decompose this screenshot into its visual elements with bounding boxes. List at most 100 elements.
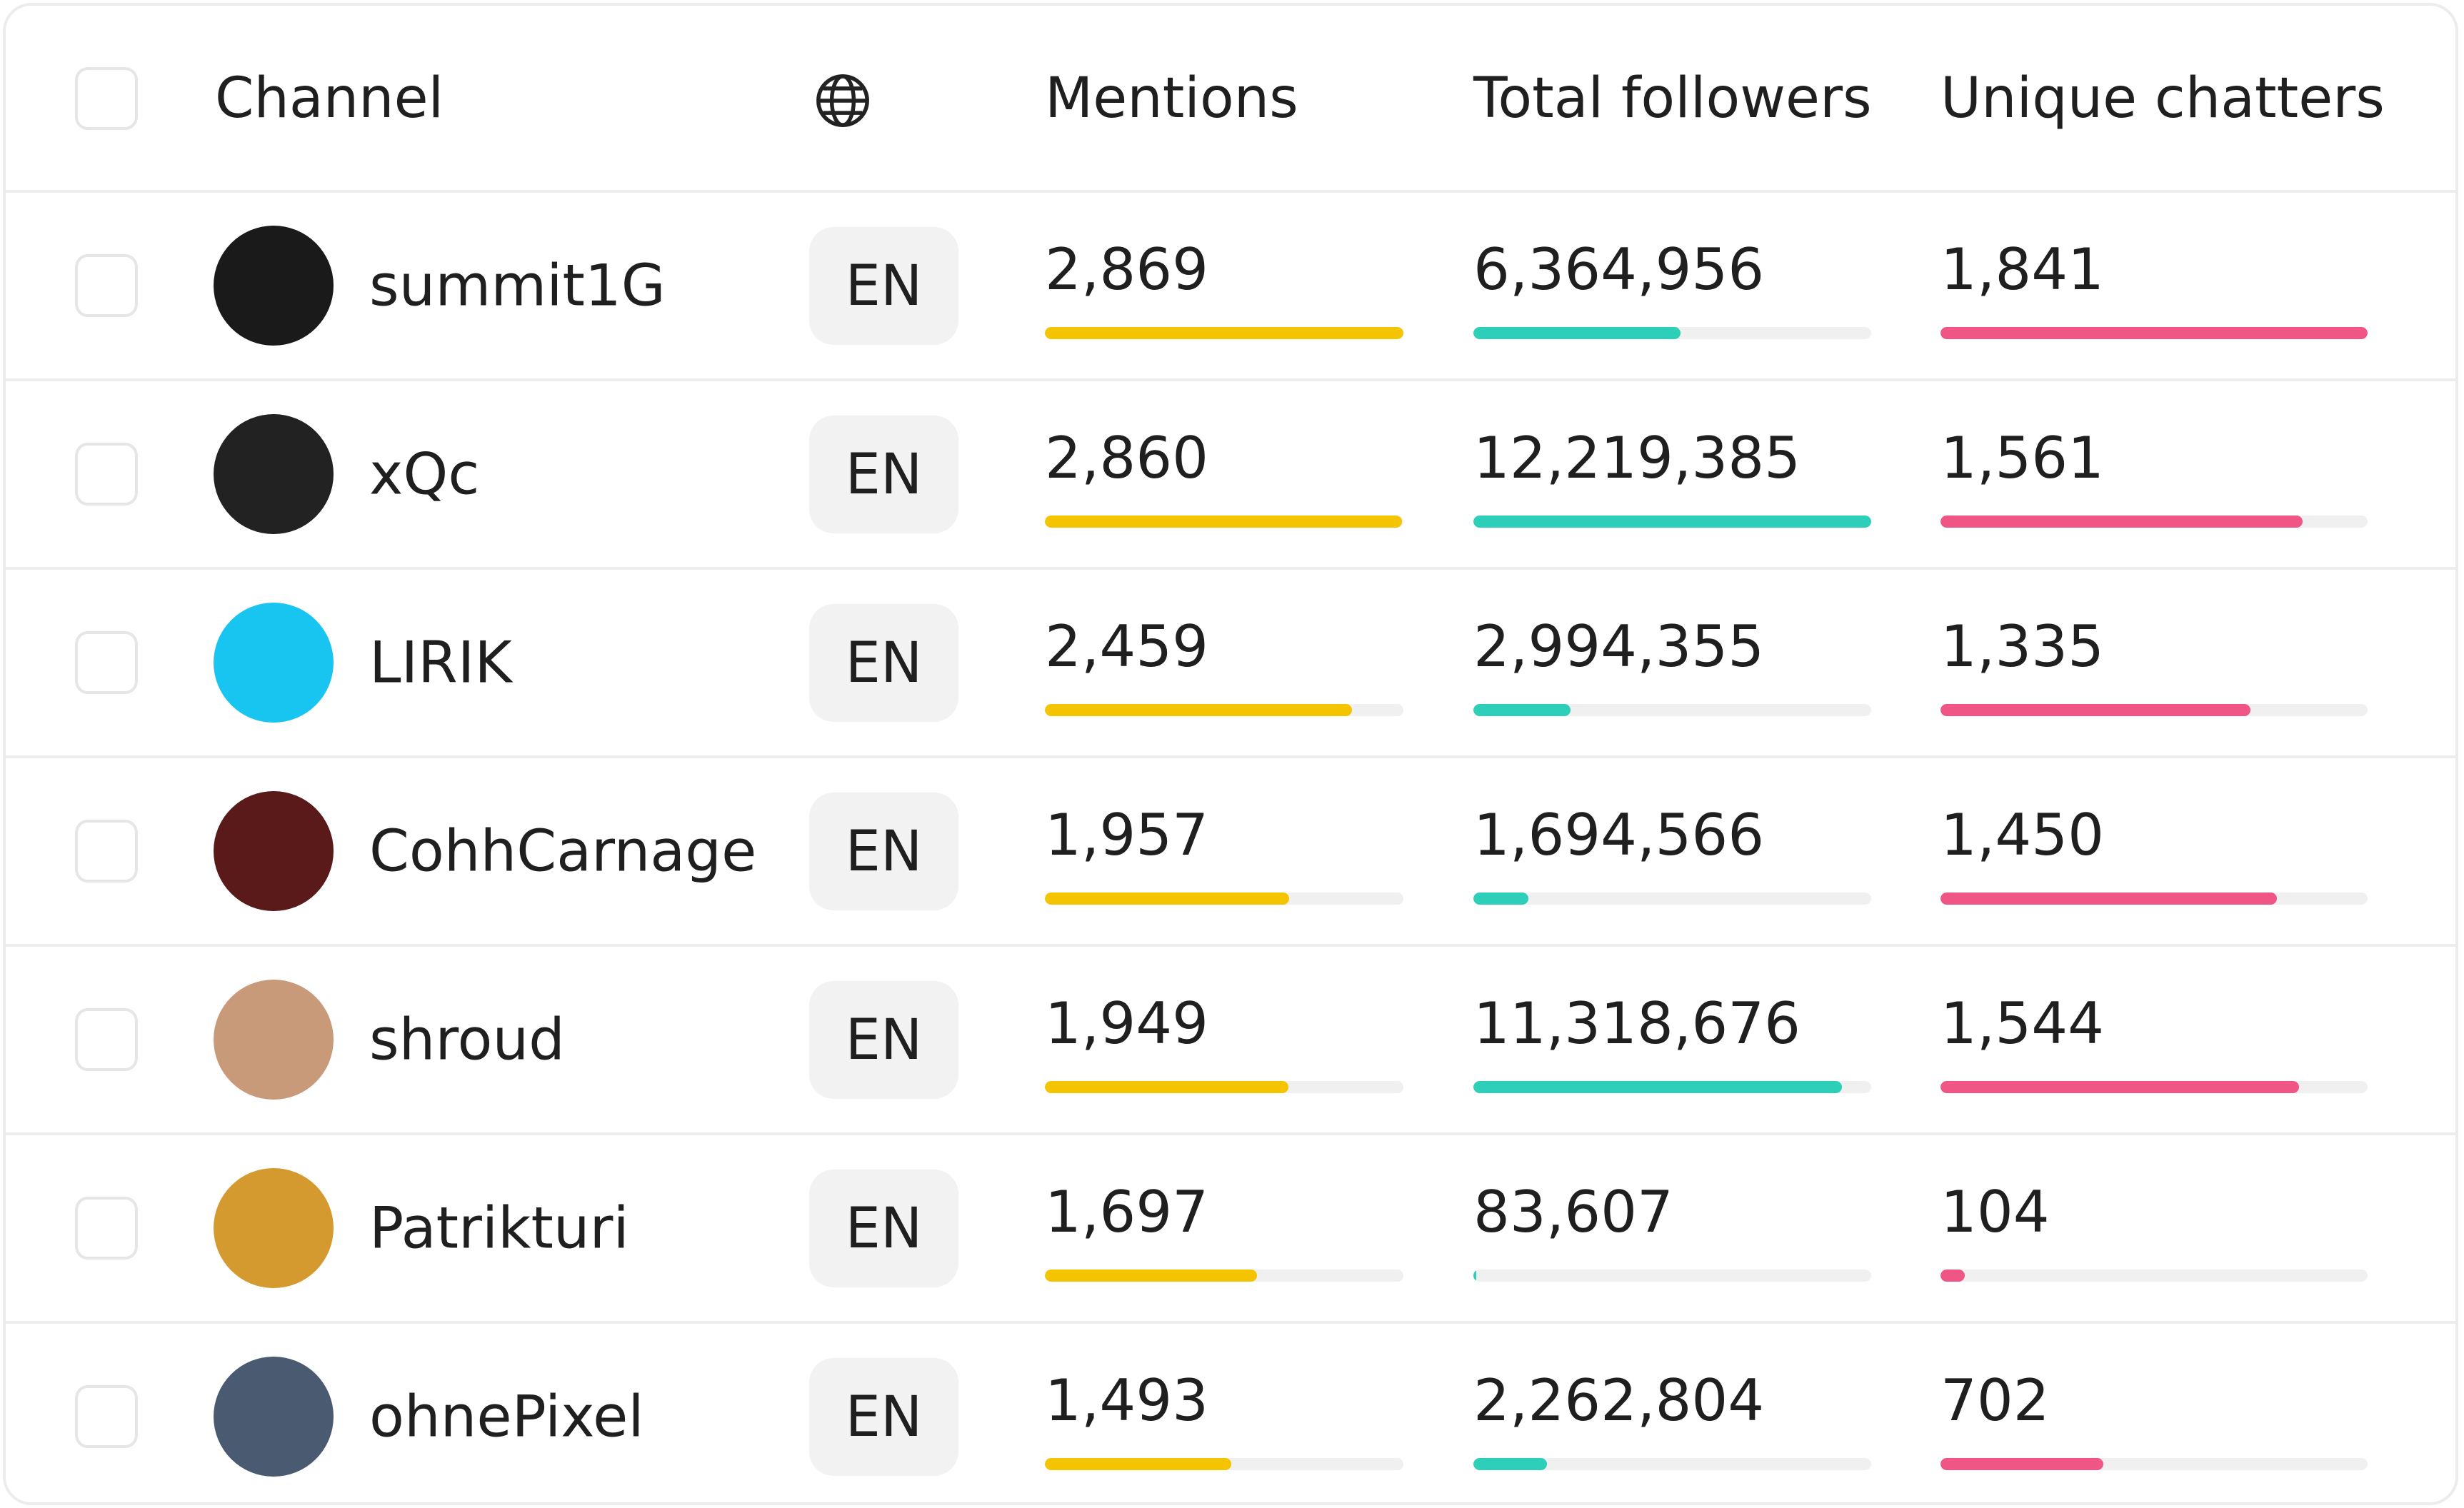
header-chatters: Unique chatters — [1940, 66, 2385, 131]
mentions-value: 1,493 — [1045, 1367, 1209, 1434]
chatters-value: 702 — [1940, 1367, 2050, 1434]
mentions-bar — [1045, 1270, 1257, 1282]
header-followers: Total followers — [1473, 66, 1872, 131]
channel-name[interactable]: shroud — [369, 1006, 565, 1073]
mentions-track — [1045, 704, 1403, 716]
chatters-value: 1,335 — [1940, 613, 2105, 680]
mentions-track — [1045, 893, 1403, 905]
followers-value: 2,994,355 — [1473, 613, 1765, 680]
channel-name[interactable]: CohhCarnage — [369, 818, 757, 885]
followers-track — [1473, 704, 1871, 716]
row-checkbox[interactable] — [75, 443, 138, 506]
mentions-bar — [1045, 516, 1403, 528]
mentions-value: 1,697 — [1045, 1179, 1209, 1245]
followers-track — [1473, 1270, 1871, 1282]
mentions-bar — [1045, 704, 1353, 716]
followers-value: 6,364,956 — [1473, 236, 1765, 303]
channel-name[interactable]: LIRIK — [369, 629, 512, 696]
followers-value: 12,219,385 — [1473, 425, 1801, 491]
chatters-value: 1,544 — [1940, 990, 2105, 1057]
followers-bar — [1473, 1270, 1476, 1282]
followers-value: 11,318,676 — [1473, 990, 1801, 1057]
language-badge: EN — [809, 604, 958, 722]
avatar — [214, 980, 334, 1100]
avatar — [214, 791, 334, 911]
mentions-bar — [1045, 327, 1403, 339]
mentions-value: 1,957 — [1045, 802, 1209, 868]
followers-track — [1473, 327, 1871, 339]
avatar — [214, 1357, 334, 1477]
row-checkbox[interactable] — [75, 631, 138, 694]
chatters-track — [1940, 1081, 2368, 1093]
language-badge: EN — [809, 227, 958, 345]
chatters-track — [1940, 327, 2368, 339]
mentions-bar — [1045, 1081, 1289, 1093]
mentions-value: 1,949 — [1045, 990, 1209, 1057]
chatters-track — [1940, 1270, 2368, 1282]
followers-track — [1473, 893, 1871, 905]
chatters-value: 1,450 — [1940, 802, 2105, 868]
chatters-bar — [1940, 1270, 1965, 1282]
chatters-bar — [1940, 704, 2250, 716]
mentions-value: 2,860 — [1045, 425, 1209, 491]
followers-bar — [1473, 704, 1571, 716]
chatters-track — [1940, 893, 2368, 905]
followers-track — [1473, 1081, 1871, 1093]
language-badge: EN — [809, 981, 958, 1099]
channel-table: Channel Mentions Total followers Unique … — [3, 3, 2458, 1505]
channel-name[interactable]: Patrikturi — [369, 1195, 629, 1262]
row-divider — [6, 1321, 2455, 1324]
followers-value: 2,262,804 — [1473, 1367, 1765, 1434]
channel-name[interactable]: xQc — [369, 441, 480, 508]
mentions-track — [1045, 1081, 1403, 1093]
chatters-bar — [1940, 516, 2303, 528]
row-divider — [6, 567, 2455, 570]
language-badge: EN — [809, 793, 958, 910]
row-checkbox[interactable] — [75, 820, 138, 883]
chatters-track — [1940, 516, 2368, 528]
chatters-bar — [1940, 893, 2277, 905]
header-channel: Channel — [215, 66, 444, 131]
mentions-value: 2,459 — [1045, 613, 1209, 680]
row-divider — [6, 944, 2455, 947]
row-checkbox[interactable] — [75, 1008, 138, 1071]
chatters-value: 104 — [1940, 1179, 2050, 1245]
language-badge: EN — [809, 1170, 958, 1287]
followers-bar — [1473, 327, 1681, 339]
mentions-track — [1045, 1270, 1403, 1282]
mentions-bar — [1045, 1458, 1232, 1470]
chatters-bar — [1940, 327, 2368, 339]
followers-track — [1473, 516, 1871, 528]
chatters-track — [1940, 704, 2368, 716]
followers-bar — [1473, 1458, 1548, 1470]
language-badge: EN — [809, 1358, 958, 1476]
mentions-track — [1045, 516, 1403, 528]
chatters-bar — [1940, 1081, 2299, 1093]
avatar — [214, 414, 334, 534]
mentions-bar — [1045, 893, 1290, 905]
followers-value: 83,607 — [1473, 1179, 1673, 1245]
avatar — [214, 1168, 334, 1288]
row-divider — [6, 378, 2455, 381]
followers-bar — [1473, 1081, 1842, 1093]
row-checkbox[interactable] — [75, 1197, 138, 1260]
mentions-value: 2,869 — [1045, 236, 1209, 303]
globe-icon — [816, 74, 869, 127]
channel-name[interactable]: ohnePixel — [369, 1383, 644, 1450]
mentions-track — [1045, 1458, 1403, 1470]
chatters-bar — [1940, 1458, 2104, 1470]
followers-value: 1,694,566 — [1473, 802, 1765, 868]
row-checkbox[interactable] — [75, 254, 138, 317]
followers-track — [1473, 1458, 1871, 1470]
mentions-track — [1045, 327, 1403, 339]
followers-bar — [1473, 893, 1529, 905]
row-divider — [6, 190, 2455, 193]
followers-bar — [1473, 516, 1871, 528]
row-checkbox[interactable] — [75, 1385, 138, 1448]
chatters-track — [1940, 1458, 2368, 1470]
channel-name[interactable]: summit1G — [369, 252, 666, 319]
language-badge: EN — [809, 416, 958, 533]
select-all-checkbox[interactable] — [75, 67, 138, 130]
header-mentions: Mentions — [1045, 66, 1298, 131]
avatar — [214, 226, 334, 346]
